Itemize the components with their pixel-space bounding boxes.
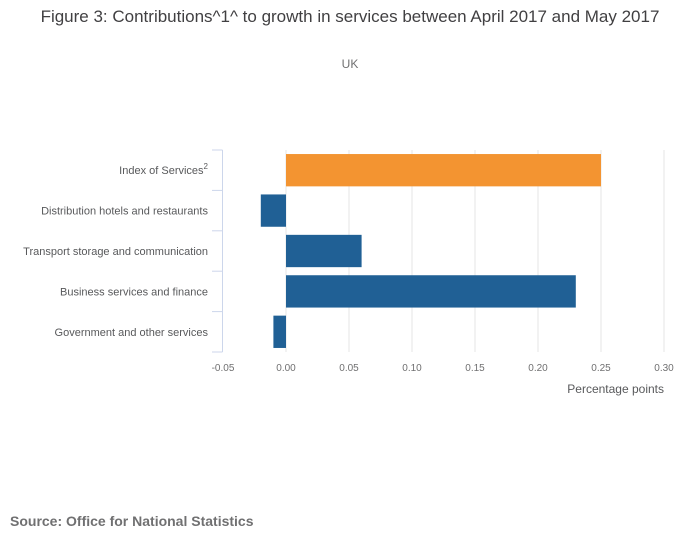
- bar: [273, 315, 286, 348]
- source-note: Source: Office for National Statistics: [10, 513, 254, 529]
- category-labels: Index of Services2 Distribution hotels an…: [23, 162, 208, 339]
- bars: [260, 154, 601, 348]
- category-label-text: Index of Services: [119, 165, 204, 177]
- category-label: Distribution hotels and restaurants: [41, 206, 208, 218]
- bar: [260, 194, 286, 227]
- bar: [286, 154, 601, 187]
- x-tick-label: 0.30: [654, 363, 674, 374]
- category-label-text: Transport storage and communication: [23, 246, 208, 258]
- category-label-text: Business services and finance: [60, 286, 208, 298]
- category-label-text: Distribution hotels and restaurants: [41, 206, 208, 218]
- category-label-text: Government and other services: [55, 327, 209, 339]
- x-tick-label: 0.00: [276, 363, 296, 374]
- x-tick-labels: -0.05 0.00 0.05 0.10 0.15 0.20 0.25 0.30: [212, 363, 675, 374]
- category-label-superscript: 2: [204, 162, 209, 171]
- category-axis: [212, 149, 223, 353]
- x-tick-label: -0.05: [212, 363, 235, 374]
- chart-subtitle: UK: [341, 57, 359, 71]
- x-axis-title: Percentage points: [567, 382, 664, 396]
- x-tick-label: 0.20: [528, 363, 548, 374]
- x-tick-label: 0.10: [402, 363, 422, 374]
- x-tick-label: 0.15: [465, 363, 485, 374]
- x-tick-label: 0.25: [591, 363, 611, 374]
- bar: [286, 275, 576, 308]
- category-label: Index of Services2: [119, 162, 208, 177]
- category-label: Transport storage and communication: [23, 246, 208, 258]
- bar: [286, 234, 362, 268]
- category-label: Business services and finance: [60, 286, 208, 298]
- chart-title: Figure 3: Contributions^1^ to growth in …: [40, 7, 660, 26]
- x-tick-label: 0.05: [339, 363, 359, 374]
- category-label: Government and other services: [55, 327, 209, 339]
